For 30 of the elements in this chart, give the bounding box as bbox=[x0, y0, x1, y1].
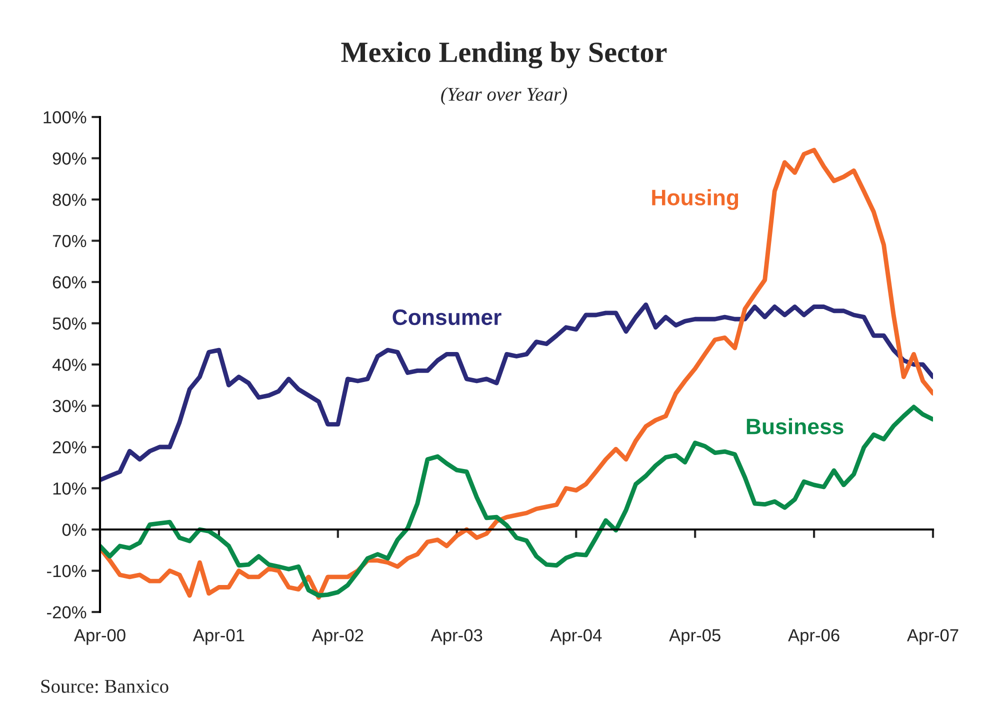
series-label: Consumer bbox=[392, 309, 502, 326]
y-tick-label: -10% bbox=[47, 564, 86, 578]
line-series bbox=[100, 302, 933, 482]
y-tick-label: 10% bbox=[53, 482, 86, 495]
line-series bbox=[100, 404, 933, 598]
x-tick-label: Apr-00 bbox=[74, 629, 126, 645]
y-tick-label: 50% bbox=[52, 317, 86, 330]
x-tick-label: Apr-03 bbox=[430, 629, 482, 645]
y-tick-label: 40% bbox=[52, 358, 86, 371]
y-tick-label: 0% bbox=[62, 524, 86, 536]
y-tick-label: 60% bbox=[52, 276, 86, 288]
x-tick-label: Apr-07 bbox=[906, 629, 958, 645]
x-tick-label: Apr-04 bbox=[550, 629, 602, 645]
x-tick-label: Apr-01 bbox=[192, 629, 244, 645]
y-tick-label: -20% bbox=[47, 606, 86, 618]
y-tick-label: 20% bbox=[52, 441, 86, 454]
series-label: Business bbox=[746, 418, 844, 434]
y-tick-label: 30% bbox=[52, 400, 86, 412]
x-tick-label: Apr-02 bbox=[312, 629, 364, 645]
y-tick-label: 90% bbox=[52, 152, 86, 165]
chart-title: Mexico Lending by Sector bbox=[341, 42, 667, 68]
series-label: Housing bbox=[652, 189, 738, 210]
line-series bbox=[100, 148, 933, 600]
y-tick-label: 80% bbox=[52, 194, 86, 206]
source-note: Source: Banxico bbox=[41, 680, 168, 693]
chart-subtitle: (Year over Year) bbox=[441, 87, 567, 105]
y-tick-label: 70% bbox=[52, 234, 86, 248]
x-tick-label: Apr-06 bbox=[788, 629, 840, 645]
y-tick-label: 100% bbox=[44, 111, 86, 124]
x-tick-label: Apr-05 bbox=[669, 629, 720, 645]
